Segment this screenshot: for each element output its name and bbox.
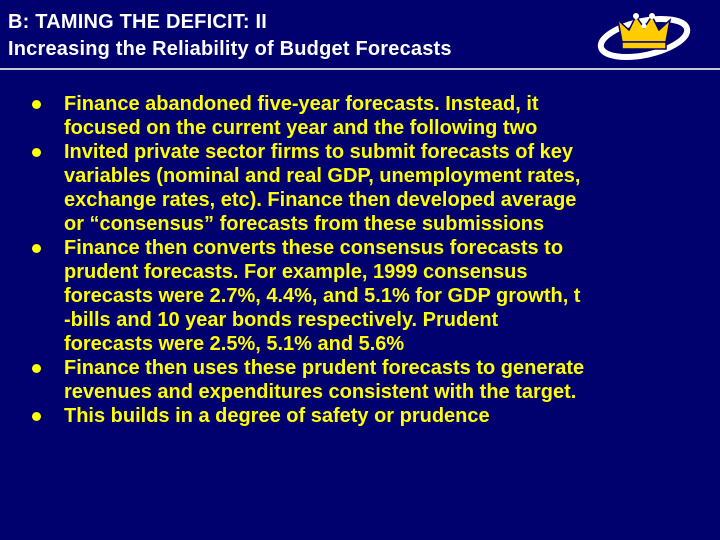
bullet-dot-icon [32, 364, 41, 373]
bullet-text-line: revenues and expenditures consistent wit… [64, 381, 577, 403]
bullet-item: Finance then uses these prudent forecast… [0, 356, 720, 404]
bullet-text-line: Finance abandoned five-year forecasts. I… [64, 93, 539, 115]
bullet-text-line: variables (nominal and real GDP, unemplo… [64, 165, 581, 187]
bullet-dot-icon [32, 148, 41, 157]
header-divider [0, 68, 720, 70]
bullet-dot-icon [32, 412, 41, 421]
bullet-list: Finance abandoned five-year forecasts. I… [0, 92, 720, 428]
bullet-text-line: prudent forecasts. For example, 1999 con… [64, 261, 528, 283]
crown-logo-icon [597, 13, 691, 60]
bullet-item: Finance abandoned five-year forecasts. I… [0, 92, 720, 140]
bullet-text-line: -bills and 10 year bonds respectively. P… [64, 309, 499, 331]
bullet-text-line: This builds in a degree of safety or pru… [64, 405, 490, 427]
bullet-text-line: forecasts were 2.7%, 4.4%, and 5.1% for … [64, 285, 581, 307]
bullet-dot-icon [32, 100, 41, 109]
bullet-text-line: Finance then uses these prudent forecast… [64, 357, 585, 379]
bullet-item: Finance then converts these consensus fo… [0, 236, 720, 356]
bullet-text-line: forecasts were 2.5%, 5.1% and 5.6% [64, 333, 405, 355]
bullet-text-line: exchange rates, etc). Finance then devel… [64, 189, 577, 211]
slide-title: B: TAMING THE DEFICIT: II [8, 11, 268, 33]
bullet-text-line: focused on the current year and the foll… [64, 117, 538, 139]
bullet-item: Invited private sector firms to submit f… [0, 140, 720, 236]
bullet-text-line: Invited private sector firms to submit f… [64, 141, 574, 163]
bullet-item: This builds in a degree of safety or pru… [0, 404, 720, 428]
bullet-text-line: Finance then converts these consensus fo… [64, 237, 564, 259]
slide-subtitle: Increasing the Reliability of Budget For… [8, 38, 452, 60]
bullet-dot-icon [32, 244, 41, 253]
slide-header: B: TAMING THE DEFICIT: II Increasing the… [0, 0, 720, 70]
bullet-text-line: or “consensus” forecasts from these subm… [64, 213, 545, 235]
